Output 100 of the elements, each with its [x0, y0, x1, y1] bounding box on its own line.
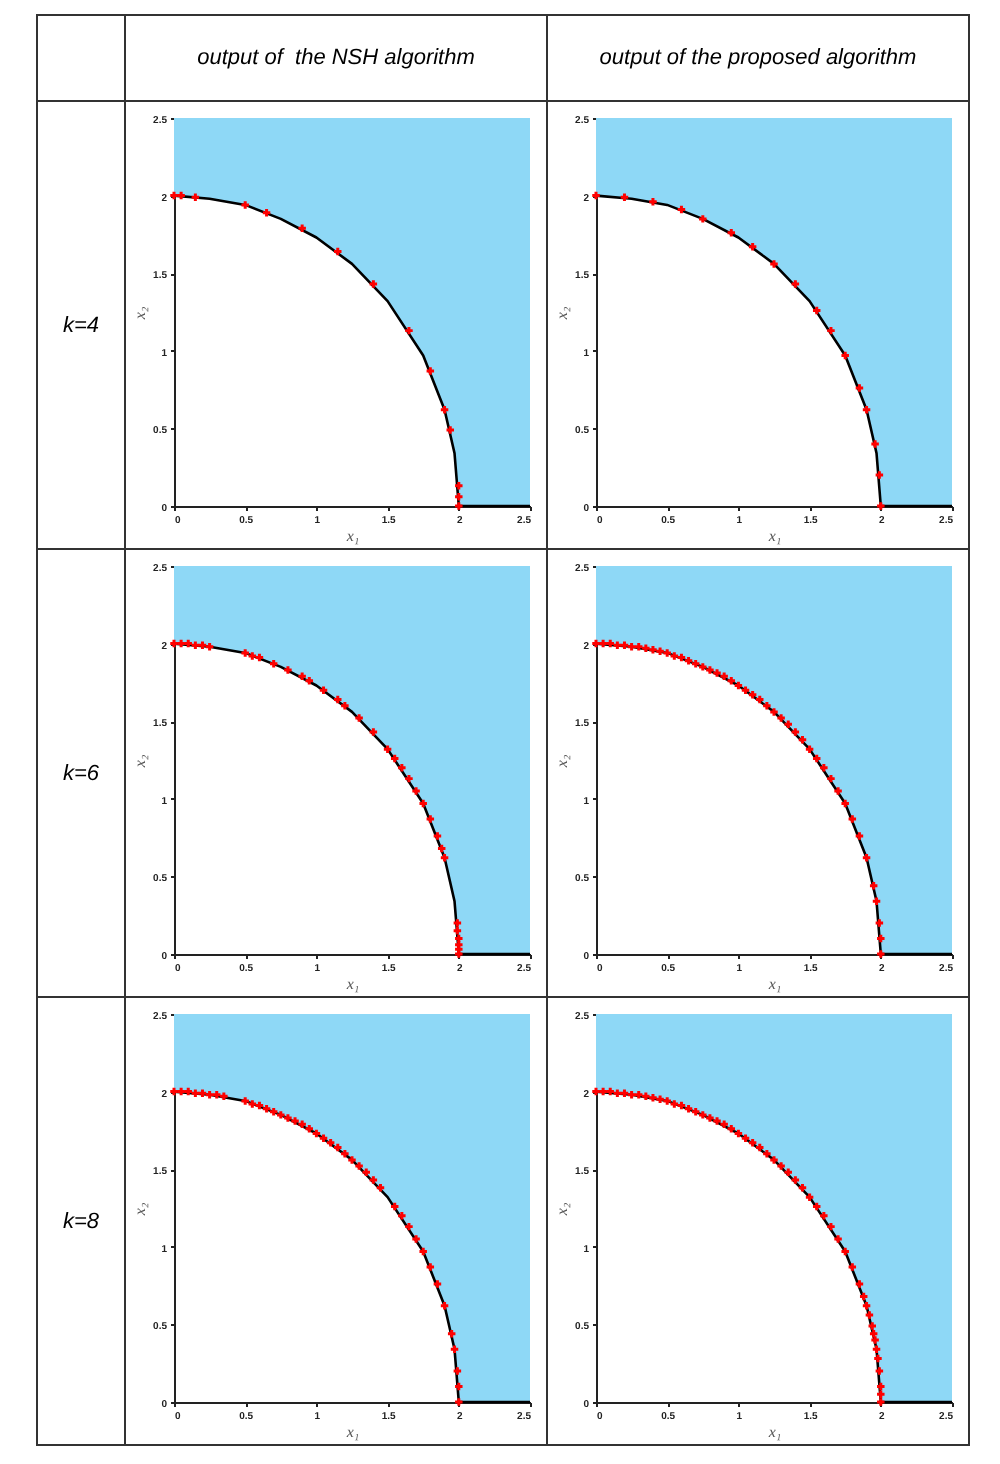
point	[177, 639, 185, 648]
point	[841, 351, 849, 360]
point	[699, 215, 707, 223]
point	[656, 647, 664, 656]
point	[791, 280, 800, 288]
point	[341, 1149, 349, 1158]
point	[784, 1168, 792, 1177]
point	[390, 1202, 399, 1211]
point	[663, 649, 671, 657]
point	[670, 1100, 679, 1108]
point	[872, 1345, 881, 1353]
point	[820, 764, 828, 772]
point	[355, 1162, 363, 1170]
point	[827, 326, 835, 335]
point	[326, 1139, 335, 1147]
point	[177, 1087, 185, 1096]
point	[390, 754, 399, 763]
point	[455, 1382, 463, 1391]
point	[834, 787, 842, 795]
point	[191, 193, 200, 201]
point	[855, 1280, 864, 1288]
text: k=4	[37, 101, 125, 549]
x-axis-title: x₁	[766, 975, 782, 993]
point	[871, 1336, 879, 1344]
point	[706, 666, 714, 674]
text: k=8	[37, 997, 125, 1445]
point	[691, 1108, 700, 1116]
point	[405, 326, 413, 335]
point	[362, 1168, 370, 1177]
point	[872, 897, 881, 905]
point	[748, 691, 757, 699]
point	[677, 653, 686, 662]
point	[433, 832, 442, 840]
point	[756, 1143, 764, 1152]
point	[369, 1176, 378, 1184]
point	[447, 1329, 456, 1338]
point	[734, 1129, 743, 1138]
point	[798, 1184, 807, 1192]
point	[649, 646, 657, 654]
point	[627, 642, 636, 651]
point	[305, 677, 314, 685]
y-axis-title: x₂	[131, 754, 150, 770]
point	[191, 641, 200, 649]
point	[741, 1134, 750, 1142]
point	[198, 641, 207, 649]
point	[634, 1090, 643, 1099]
point	[620, 193, 629, 201]
point	[663, 1097, 671, 1105]
point	[453, 926, 462, 935]
point	[634, 642, 643, 651]
point	[599, 1087, 607, 1096]
point	[255, 1101, 264, 1110]
point	[871, 440, 879, 448]
point	[440, 1302, 449, 1310]
y-axis-title: x₂	[553, 306, 572, 322]
point	[319, 686, 328, 694]
point	[848, 1263, 857, 1271]
point	[455, 482, 463, 490]
point	[205, 642, 214, 651]
point	[620, 641, 629, 649]
point	[277, 1111, 285, 1119]
point	[734, 681, 743, 690]
x-axis-title: x₁	[344, 1423, 360, 1441]
point	[620, 1089, 629, 1097]
point	[865, 1311, 874, 1319]
point	[433, 1280, 442, 1288]
chart-title: output of the NSH algorithm	[125, 15, 547, 101]
point	[877, 1382, 885, 1391]
point	[770, 1156, 778, 1164]
point	[455, 492, 463, 501]
point	[720, 1120, 728, 1128]
point	[412, 787, 420, 795]
point	[241, 201, 249, 209]
point	[677, 1101, 686, 1110]
point	[862, 1302, 871, 1310]
point	[642, 644, 650, 652]
point	[341, 701, 349, 710]
y-axis-title: x₂	[553, 754, 572, 770]
point	[699, 1111, 707, 1119]
point	[255, 653, 264, 662]
point	[812, 1202, 821, 1211]
point	[248, 1100, 257, 1108]
point	[269, 1108, 278, 1116]
point	[875, 471, 884, 479]
point	[613, 641, 622, 649]
point	[791, 1176, 800, 1184]
point	[205, 1090, 214, 1099]
point	[862, 854, 871, 862]
point	[220, 1092, 228, 1100]
point	[812, 754, 821, 763]
point	[713, 669, 721, 677]
point	[426, 367, 435, 375]
point	[184, 1087, 192, 1096]
point	[763, 1149, 771, 1158]
point	[599, 639, 607, 648]
point	[453, 1367, 462, 1375]
point	[455, 934, 463, 943]
point	[834, 1235, 842, 1243]
point	[334, 247, 342, 256]
text: k=6	[37, 549, 125, 997]
